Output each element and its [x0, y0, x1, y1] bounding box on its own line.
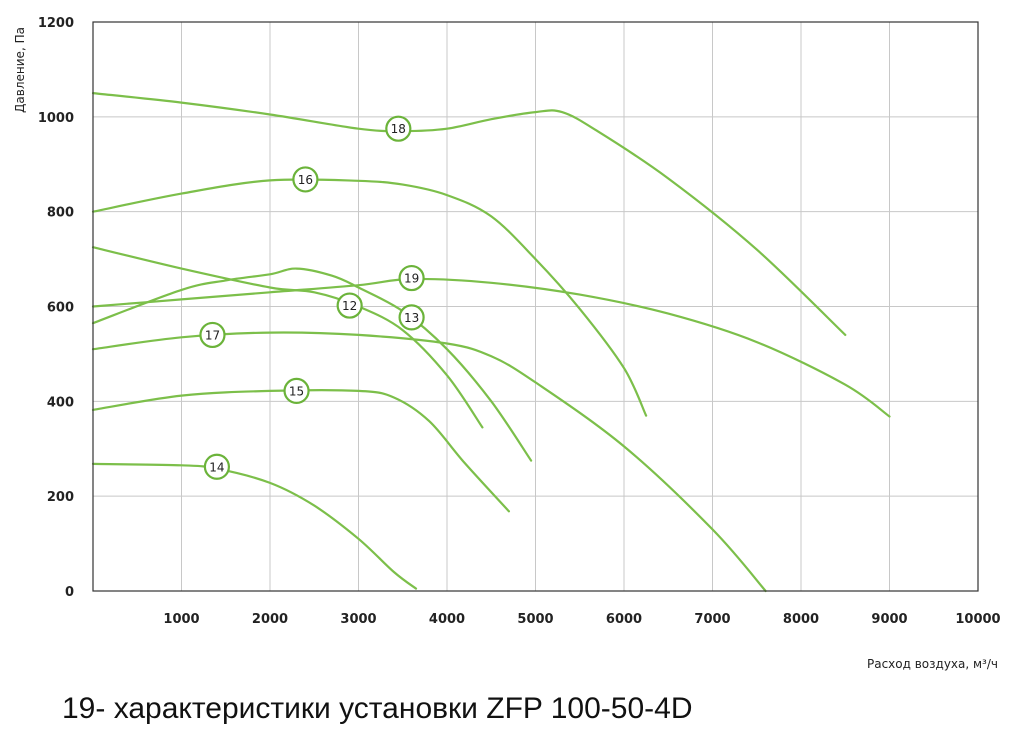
x-tick-label: 6000 — [606, 612, 642, 627]
x-tick-label: 2000 — [252, 612, 288, 627]
y-tick-label: 800 — [47, 206, 74, 221]
y-tick-label: 0 — [65, 585, 74, 600]
curve-label-15: 15 — [289, 384, 304, 398]
y-tick-label: 200 — [47, 490, 74, 505]
curve-17 — [91, 331, 767, 593]
curve-14 — [91, 462, 418, 590]
curve-label-circle-16 — [292, 166, 319, 193]
tick-labels: 1000 2000 3000 4000 5000 6000 7000 8000 9000 1000… — [38, 16, 1001, 627]
curve-label-circle-19 — [398, 264, 425, 292]
curves — [91, 92, 891, 593]
x-tick-label: 4000 — [429, 612, 465, 627]
x-tick-label: 5000 — [517, 612, 553, 627]
curve-label-19: 19 — [404, 272, 419, 286]
x-tick-label: 8000 — [783, 612, 819, 627]
curve-label-circle-14 — [203, 453, 230, 480]
curve-15 — [91, 389, 510, 513]
curve-label-circle-17 — [199, 321, 226, 349]
x-axis-label: Расход воздуха, м³/ч — [867, 657, 998, 671]
curve-18 — [91, 92, 847, 336]
curve-12 — [91, 246, 484, 429]
curve-label-circle-13 — [398, 304, 425, 331]
curve-label-18: 18 — [391, 122, 406, 136]
curve-16 — [91, 178, 648, 417]
curve-label-12: 12 — [342, 299, 357, 313]
x-tick-label: 1000 — [163, 612, 199, 627]
x-tick-label: 9000 — [871, 612, 907, 627]
curve-label-circle-12 — [336, 292, 363, 319]
x-tick-label: 10000 — [955, 612, 1000, 627]
curve-label-16: 16 — [298, 173, 313, 187]
curve-label-circle-18 — [385, 115, 412, 142]
y-tick-label: 1200 — [38, 16, 74, 31]
x-tick-label: 3000 — [340, 612, 376, 627]
x-tick-label: 7000 — [694, 612, 730, 627]
curve-19 — [91, 277, 891, 418]
y-axis-label: Давление, Па — [13, 27, 27, 113]
curve-label-17: 17 — [205, 328, 220, 342]
curve-labels: 18 16 19 12 13 17 15 14 — [199, 115, 425, 480]
curve-13 — [91, 267, 533, 462]
curve-label-13: 13 — [404, 311, 419, 325]
figure-caption: 19- характеристики установки ZFP 100-50-… — [62, 692, 693, 725]
plot-frame — [92, 21, 979, 592]
y-tick-label: 400 — [47, 395, 74, 410]
y-tick-label: 600 — [47, 301, 74, 316]
curve-label-circle-15 — [283, 377, 310, 405]
curve-label-14: 14 — [209, 460, 224, 474]
y-tick-label: 1000 — [38, 111, 74, 126]
